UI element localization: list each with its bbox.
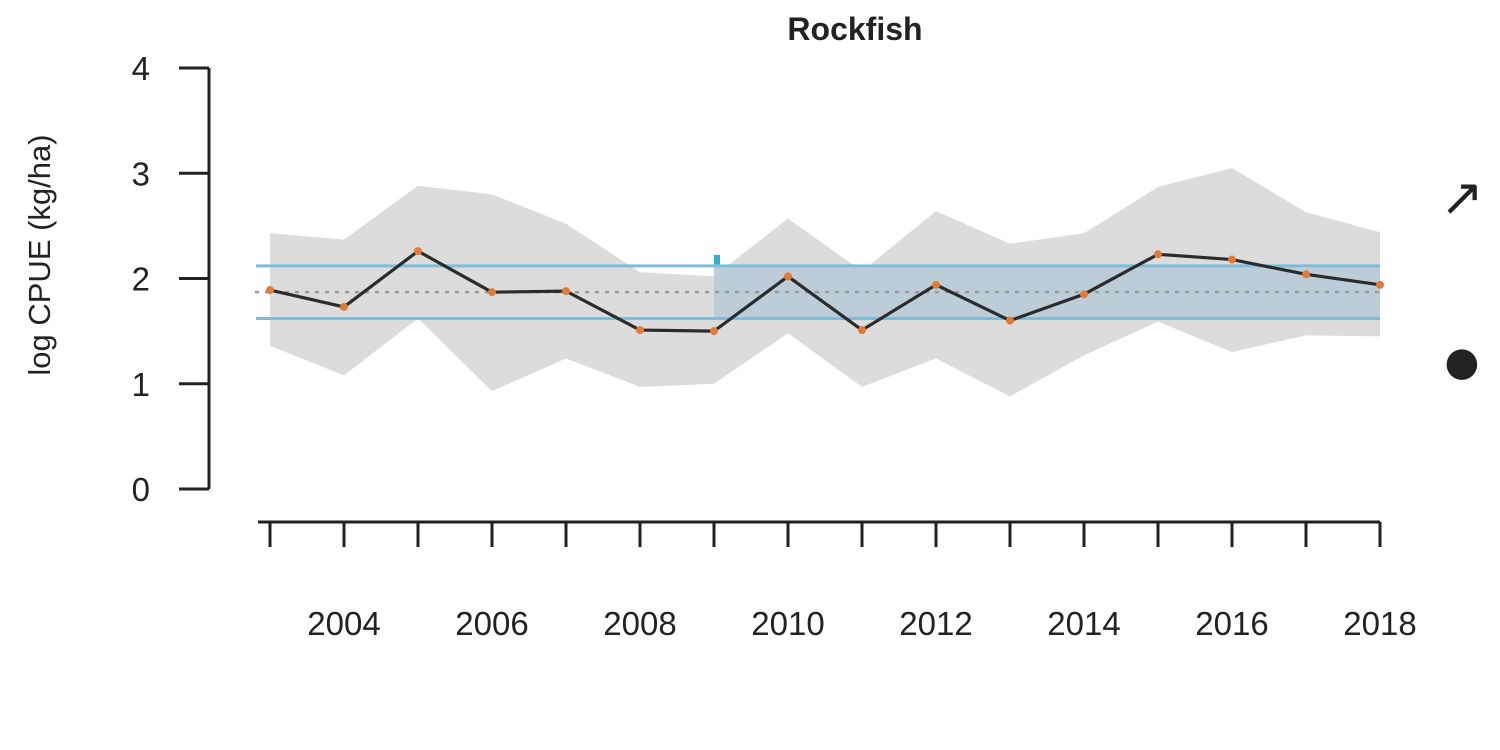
data-point — [1228, 255, 1236, 264]
data-point — [562, 287, 570, 296]
axes: 0 1 2 3 4 2004 2006 2008 2010 2012 2014 2016 2018 — [132, 50, 1417, 642]
data-point — [488, 288, 496, 297]
x-tick-label: 2006 — [455, 605, 528, 642]
data-point — [414, 247, 422, 256]
data-point — [932, 280, 940, 289]
series-line — [269, 249, 1381, 333]
x-tick-label: 2012 — [899, 605, 972, 642]
data-point — [266, 286, 274, 295]
x-tick-label: 2010 — [751, 605, 824, 642]
x-tick-label: 2008 — [603, 605, 676, 642]
plot-area — [254, 167, 1384, 397]
y-tick-label: 0 — [132, 471, 150, 508]
mean-status-dot-icon: ● — [1445, 339, 1480, 385]
x-tick-label: 2004 — [307, 605, 380, 642]
chart-title: Rockfish — [787, 11, 922, 47]
y-tick-label: 4 — [132, 50, 150, 87]
y-tick-label: 2 — [132, 261, 150, 298]
data-point — [1154, 250, 1162, 259]
data-point — [710, 327, 718, 336]
data-point — [784, 272, 792, 281]
data-point — [1302, 270, 1310, 279]
y-tick-label: 3 — [132, 155, 150, 192]
data-point — [1006, 316, 1014, 325]
data-point — [1376, 280, 1384, 289]
data-point — [636, 326, 644, 335]
data-point — [858, 326, 866, 335]
data-point — [1080, 290, 1088, 299]
x-tick-label: 2018 — [1343, 605, 1416, 642]
trend-arrow-icon: ↗ — [1440, 169, 1484, 227]
data-point — [340, 302, 348, 311]
y-axis-label: log CPUE (kg/ha) — [22, 134, 57, 375]
recent-period-corner-mark — [714, 254, 720, 266]
y-tick-label: 1 — [132, 366, 150, 403]
x-tick-label: 2016 — [1195, 605, 1268, 642]
x-tick-label: 2014 — [1047, 605, 1120, 642]
